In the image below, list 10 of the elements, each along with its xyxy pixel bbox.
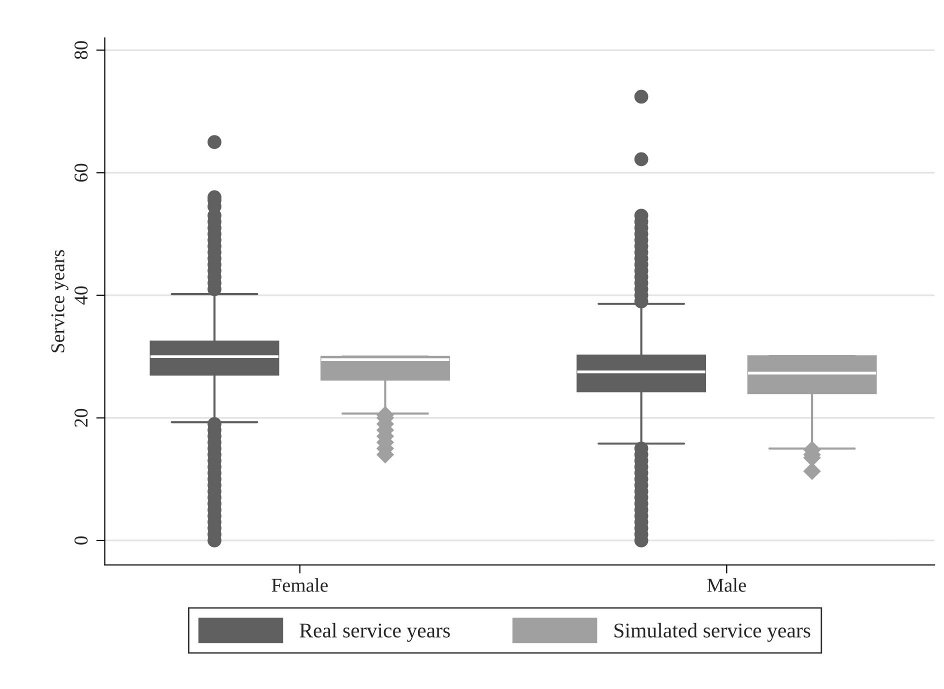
- legend-label: Simulated service years: [614, 622, 810, 642]
- y-tick-label: 60: [74, 164, 88, 182]
- y-tick-label: 20: [74, 408, 88, 427]
- y-tick-label: 0: [74, 536, 88, 545]
- y-tick-label: 40: [74, 286, 88, 305]
- y-axis-title: Service years: [51, 250, 68, 352]
- legend-label: Real service years: [300, 622, 450, 642]
- y-tick-label: 80: [74, 41, 88, 60]
- x-tick-label: Male: [707, 578, 746, 592]
- x-tick-label: Female: [272, 578, 328, 592]
